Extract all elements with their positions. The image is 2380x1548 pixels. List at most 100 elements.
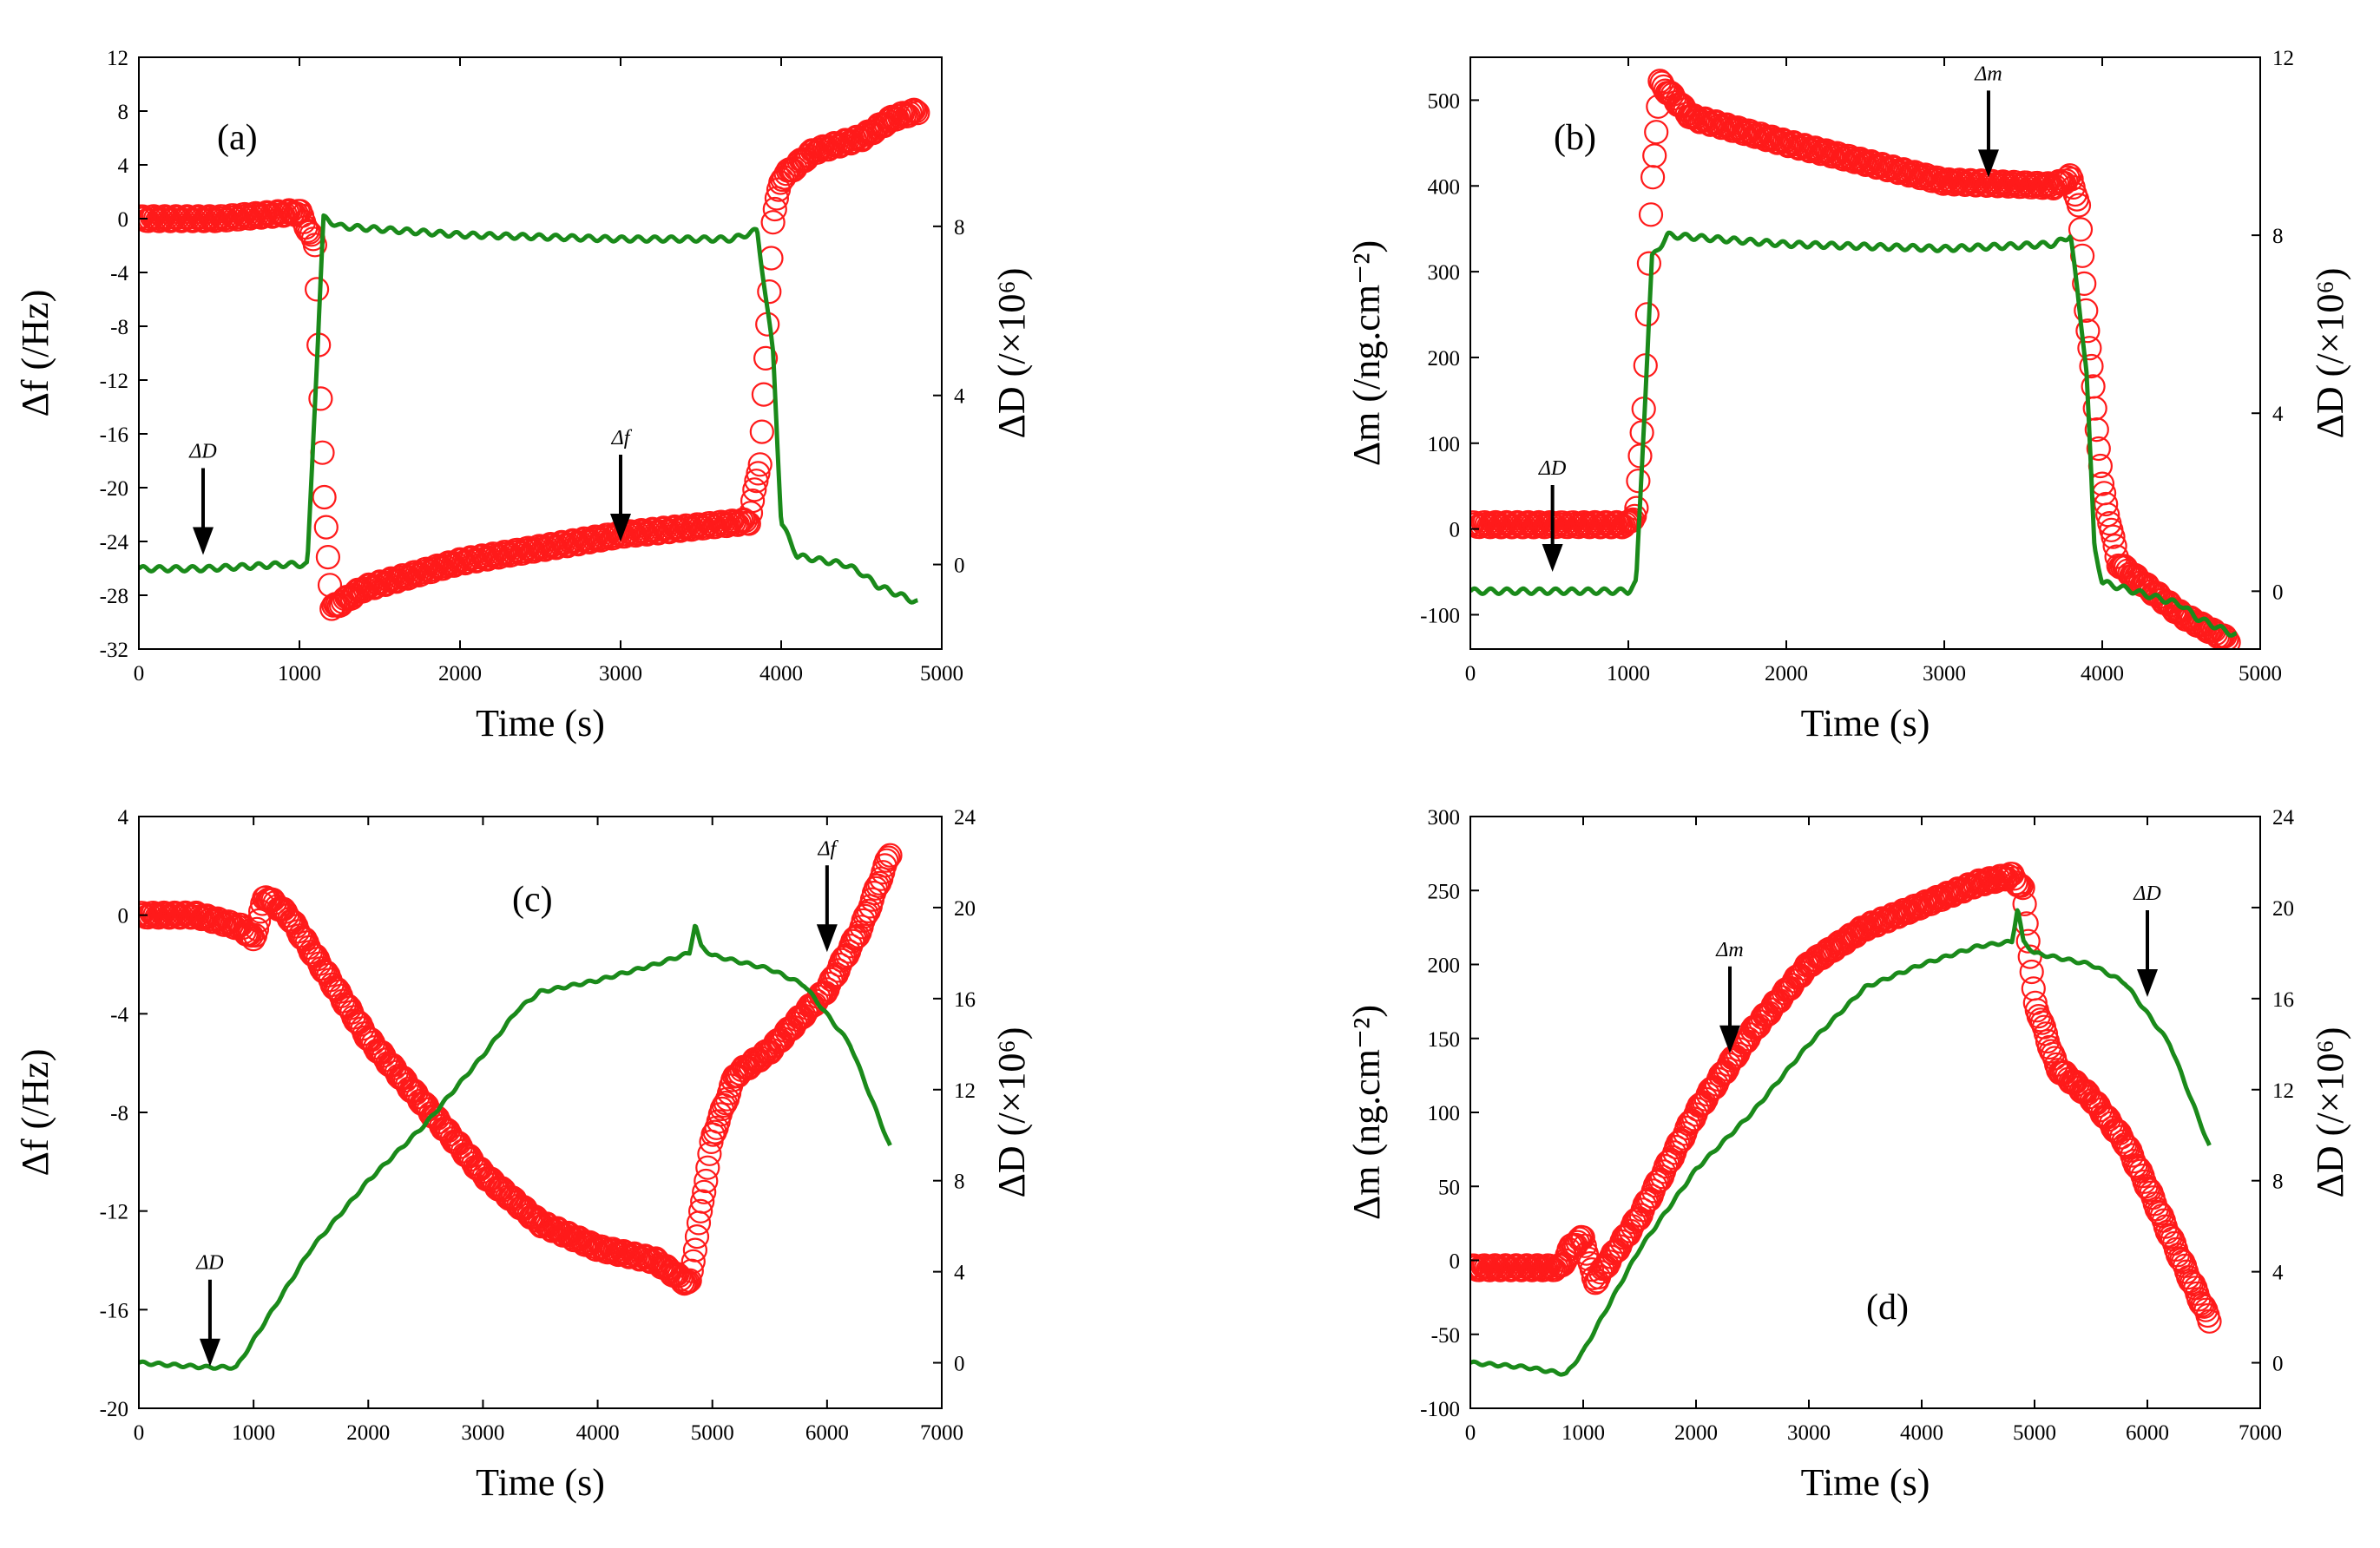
y-left-tick-label: 300 bbox=[1428, 806, 1461, 830]
y-left-tick-label: 0 bbox=[1450, 1250, 1461, 1274]
data-point bbox=[305, 277, 330, 302]
plot-area-a bbox=[139, 97, 930, 621]
annotation-label: Δf bbox=[611, 427, 633, 449]
x-tick-label: 6000 bbox=[2126, 1421, 2169, 1445]
data-point bbox=[537, 1217, 563, 1242]
y-left-tick-label: -24 bbox=[100, 531, 129, 554]
y-right-tick-label: 24 bbox=[954, 806, 976, 830]
x-tick-label: 5000 bbox=[691, 1421, 734, 1445]
y-left-tick-label: 50 bbox=[1438, 1176, 1460, 1199]
plot-frame-d bbox=[1469, 816, 2261, 1409]
data-point bbox=[878, 843, 903, 868]
data-point bbox=[1636, 251, 1662, 276]
data-point bbox=[1653, 1153, 1679, 1179]
annotation-arrow-head bbox=[2137, 969, 2158, 998]
y-right-tick-label: 24 bbox=[2272, 806, 2295, 830]
data-point bbox=[677, 1268, 702, 1293]
x-tick-label: 0 bbox=[1465, 1421, 1476, 1445]
annotation-arrow-head bbox=[1542, 544, 1563, 573]
data-point bbox=[679, 1258, 704, 1283]
data-point bbox=[308, 386, 333, 411]
data-point bbox=[742, 477, 767, 502]
data-point bbox=[2169, 1248, 2194, 1273]
data-point bbox=[876, 845, 901, 870]
data-point bbox=[312, 484, 337, 510]
data-point bbox=[751, 382, 777, 407]
plot-frame-a bbox=[138, 56, 943, 650]
data-point bbox=[313, 515, 339, 540]
x-axis-title: Time (s) bbox=[1801, 702, 1930, 744]
data-point bbox=[1868, 908, 1893, 933]
data-point bbox=[694, 1168, 719, 1194]
plot-area-d bbox=[1470, 862, 2222, 1377]
panel-label: (d) bbox=[1866, 1288, 1909, 1328]
data-point bbox=[757, 279, 782, 305]
plot-frame-b bbox=[1469, 56, 2261, 650]
x-tick-label: 3000 bbox=[461, 1421, 504, 1445]
data-point bbox=[1618, 508, 1644, 534]
x-tick-label: 4000 bbox=[2081, 662, 2124, 685]
data-point bbox=[2074, 298, 2099, 323]
y-left-tick-label: 0 bbox=[1450, 519, 1461, 542]
y-left-tick-label: -4 bbox=[110, 262, 128, 285]
data-point bbox=[1676, 1111, 1701, 1137]
series-markers-delta-m-d bbox=[1470, 862, 2222, 1334]
data-point bbox=[2086, 436, 2111, 462]
y-right-tick-label: 4 bbox=[954, 385, 965, 409]
y-left-tick-label: 12 bbox=[107, 47, 128, 70]
chart-panel-b: 0 1000 2000 3000 4000 5000-100010020030040050… bbox=[1345, 47, 2351, 744]
data-point bbox=[2212, 624, 2238, 649]
y-left-tick-label: 300 bbox=[1428, 261, 1461, 285]
x-tick-label: 4000 bbox=[759, 662, 803, 685]
data-point bbox=[218, 909, 243, 935]
x-tick-label: 7000 bbox=[2239, 1421, 2282, 1445]
y-left-tick-label: 4 bbox=[118, 806, 129, 830]
y-left-tick-label: -8 bbox=[110, 316, 128, 339]
x-axis-title: Time (s) bbox=[476, 702, 605, 744]
y-left-tick-label: 100 bbox=[1428, 1102, 1461, 1125]
y-right-axis-title: ΔD (/×10⁶) bbox=[2309, 1027, 2351, 1198]
y-left-axis-title: Δf (/Hz) bbox=[14, 1049, 56, 1177]
chart-panel-a: 0 1000 2000 3000 4000 5000 -32 -28 -24 -20 -16 -12 -… bbox=[14, 47, 1033, 744]
y-right-tick-label: 20 bbox=[2272, 897, 2294, 921]
annotation-arrow-head bbox=[193, 527, 214, 555]
data-point bbox=[2036, 1034, 2062, 1060]
data-point bbox=[738, 501, 764, 526]
x-tick-label: 0 bbox=[1465, 662, 1476, 685]
x-tick-label: 3000 bbox=[1787, 1421, 1831, 1445]
data-point bbox=[2079, 353, 2104, 379]
panel-label: (b) bbox=[1554, 118, 1596, 158]
data-point bbox=[2101, 524, 2126, 549]
y-left-tick-label: -32 bbox=[100, 639, 128, 662]
data-point bbox=[819, 967, 844, 992]
data-point bbox=[2003, 870, 2028, 895]
y-left-tick-label: -12 bbox=[100, 1201, 128, 1224]
x-axis-title: Time (s) bbox=[1801, 1461, 1930, 1504]
data-point bbox=[2017, 944, 2042, 969]
data-point bbox=[905, 101, 930, 126]
annotation-label: ΔD bbox=[195, 1252, 223, 1275]
data-point bbox=[747, 452, 773, 477]
data-point bbox=[682, 1237, 708, 1263]
y-left-tick-label: -4 bbox=[110, 1003, 128, 1027]
series-line-delta-D-a bbox=[139, 213, 919, 605]
y-left-tick-label: -28 bbox=[100, 585, 128, 608]
data-point bbox=[1626, 469, 1651, 494]
data-point bbox=[891, 101, 916, 126]
annotation-label: ΔD bbox=[188, 441, 216, 463]
y-right-tick-label: 4 bbox=[2272, 1262, 2284, 1285]
y-left-tick-label: -20 bbox=[100, 477, 128, 501]
data-point bbox=[740, 488, 766, 514]
series-line-delta-D-b bbox=[1470, 230, 2238, 638]
x-tick-label: 4000 bbox=[576, 1421, 620, 1445]
x-tick-label: 1000 bbox=[1561, 1421, 1605, 1445]
data-point bbox=[377, 567, 402, 594]
y-right-axis-title: ΔD (/×10⁶) bbox=[2309, 268, 2351, 439]
data-point bbox=[749, 419, 774, 444]
data-point bbox=[2084, 417, 2109, 443]
data-point bbox=[295, 218, 320, 243]
data-point bbox=[1640, 165, 1666, 190]
data-point bbox=[1624, 495, 1649, 521]
y-right-tick-label: 12 bbox=[2272, 1079, 2294, 1103]
